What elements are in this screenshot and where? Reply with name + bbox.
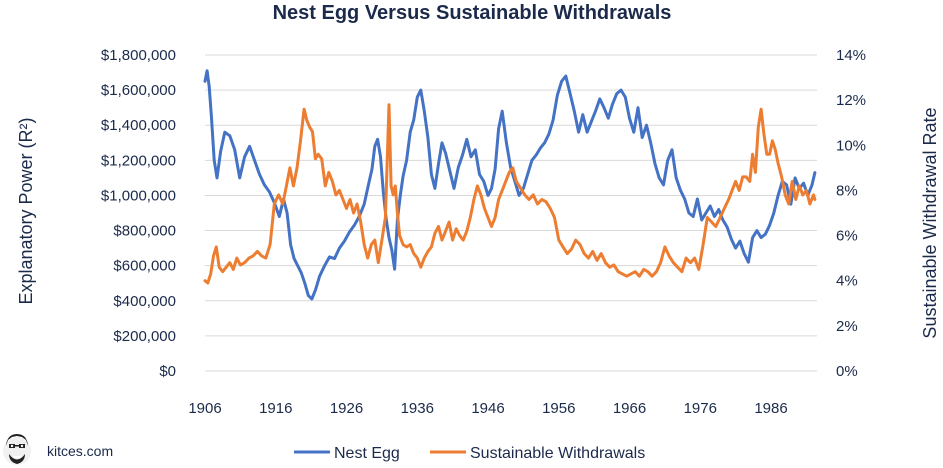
- x-tick-label: 1916: [259, 400, 292, 417]
- y-axis-right: 0% 2% 4% 6% 8% 10% 12% 14%: [836, 47, 866, 380]
- y-right-tick-label: 14%: [836, 47, 866, 64]
- y-left-tick-label: $400,000: [113, 293, 176, 310]
- y-right-tick-label: 12%: [836, 92, 866, 109]
- y-axis-right-title: Sustainable Withdrawal Rate: [920, 107, 940, 338]
- gridlines: [205, 54, 817, 372]
- x-tick-label: 1976: [684, 400, 717, 417]
- series-line-sustainable-withdrawals: [203, 103, 817, 285]
- y-left-tick-label: $1,000,000: [101, 187, 176, 204]
- x-tick-label: 1936: [401, 400, 434, 417]
- series-line-nest-egg: [203, 69, 817, 301]
- legend-label: Nest Egg: [334, 445, 400, 462]
- y-right-tick-label: 6%: [836, 228, 858, 245]
- y-axis-left: $0 $200,000 $400,000 $600,000 $800,000 $1,000…: [101, 47, 176, 380]
- series-lines: [203, 69, 817, 301]
- cartoon-face-logo-icon: [3, 434, 31, 465]
- y-left-tick-label: $600,000: [113, 258, 176, 275]
- y-left-tick-label: $0: [159, 363, 176, 380]
- x-axis: 1906 1916 1926 1936 1946 1956 1966 1976 1986: [188, 400, 787, 417]
- x-tick-label: 1946: [471, 400, 504, 417]
- y-axis-left-title: Explanatory Power (R²): [16, 117, 36, 304]
- y-right-tick-label: 8%: [836, 182, 858, 199]
- y-left-tick-label: $200,000: [113, 328, 176, 345]
- x-tick-label: 1906: [188, 400, 221, 417]
- y-left-tick-label: $1,200,000: [101, 152, 176, 169]
- x-tick-label: 1966: [613, 400, 646, 417]
- y-left-tick-label: $1,600,000: [101, 82, 176, 99]
- y-right-tick-label: 0%: [836, 363, 858, 380]
- y-right-tick-label: 2%: [836, 318, 858, 335]
- x-tick-label: 1986: [754, 400, 787, 417]
- y-right-tick-label: 4%: [836, 273, 858, 290]
- legend: Nest Egg Sustainable Withdrawals: [294, 445, 645, 462]
- y-left-tick-label: $1,400,000: [101, 117, 176, 134]
- x-tick-label: 1956: [542, 400, 575, 417]
- legend-label: Sustainable Withdrawals: [470, 445, 645, 462]
- y-left-tick-label: $800,000: [113, 223, 176, 240]
- y-right-tick-label: 10%: [836, 137, 866, 154]
- y-left-tick-label: $1,800,000: [101, 47, 176, 64]
- x-tick-label: 1926: [330, 400, 363, 417]
- brand-name: kitces.com: [47, 443, 113, 459]
- brand-logo: kitces.com: [3, 434, 113, 465]
- chart-title: Nest Egg Versus Sustainable Withdrawals: [273, 2, 672, 24]
